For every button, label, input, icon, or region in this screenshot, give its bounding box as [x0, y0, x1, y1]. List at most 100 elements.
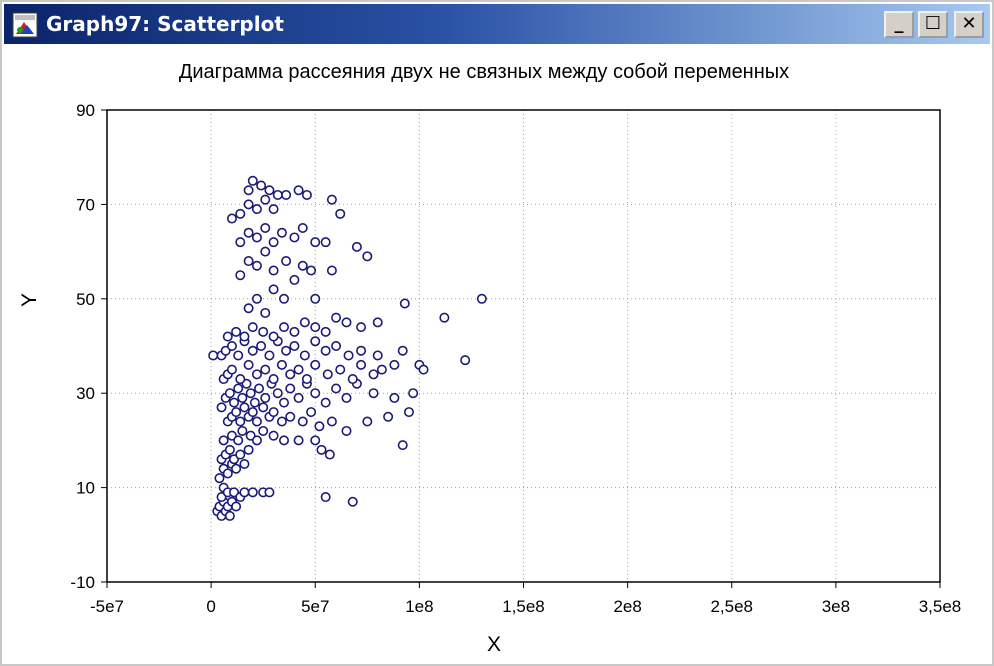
scatter-point	[347, 496, 358, 507]
scatter-point	[233, 350, 244, 361]
scatter-point	[310, 336, 321, 347]
scatter-point	[226, 213, 237, 224]
scatter-point	[326, 416, 337, 427]
scatter-point	[229, 397, 240, 408]
scatter-point	[243, 227, 254, 238]
title-bar[interactable]: Graph97: Scatterplot _ ☐ ✕	[4, 4, 990, 44]
scatter-point	[268, 374, 279, 385]
maximize-button[interactable]: ☐	[918, 11, 948, 38]
scatter-point	[320, 397, 331, 408]
scatter-point	[226, 364, 237, 375]
scatter-point	[293, 392, 304, 403]
scatter-point	[260, 194, 271, 205]
scatter-point	[418, 364, 429, 375]
scatter-point	[251, 416, 262, 427]
scatter-point	[249, 397, 260, 408]
chart-title: Диаграмма рассеяния двух не связных межд…	[179, 61, 789, 83]
scatter-point	[276, 359, 287, 370]
x-tick-label: 2e8	[613, 597, 641, 616]
scatter-point	[362, 251, 373, 262]
scatter-point	[231, 407, 242, 418]
scatter-point	[245, 388, 256, 399]
scatter-point	[341, 317, 352, 328]
scatter-point	[243, 444, 254, 455]
scatter-point	[281, 345, 292, 356]
y-tick-label: 50	[76, 290, 95, 309]
scatter-point	[233, 383, 244, 394]
x-tick-label: 3,5e8	[919, 597, 962, 616]
y-tick-label: 90	[76, 101, 95, 120]
y-tick-label: 70	[76, 195, 95, 214]
close-button[interactable]: ✕	[954, 11, 984, 38]
scatter-point	[260, 307, 271, 318]
scatter-point	[235, 449, 246, 460]
scatter-point	[326, 194, 337, 205]
scatter-point	[320, 237, 331, 248]
scatter-point	[237, 425, 248, 436]
x-tick-label: 1,5e8	[502, 597, 545, 616]
scatter-point	[368, 369, 379, 380]
scatter-point	[264, 487, 275, 498]
scatter-point	[356, 322, 367, 333]
scatter-point	[279, 397, 290, 408]
y-tick-label: 30	[76, 384, 95, 403]
scatter-point	[256, 180, 267, 191]
scatter-point	[233, 435, 244, 446]
scatter-point	[289, 340, 300, 351]
y-axis-label: Y	[18, 293, 41, 307]
scatter-point	[293, 364, 304, 375]
scatter-point	[268, 331, 279, 342]
scatter-point	[285, 411, 296, 422]
scatter-point	[316, 444, 327, 455]
scatter-point	[247, 322, 258, 333]
scatter-point	[272, 189, 283, 200]
scatter-point	[331, 383, 342, 394]
scatter-point	[408, 388, 419, 399]
scatter-point	[460, 355, 471, 366]
y-tick-label: 10	[76, 479, 95, 498]
scatter-point	[279, 322, 290, 333]
scatter-point	[281, 189, 292, 200]
window-title: Graph97: Scatterplot	[46, 12, 284, 36]
scatter-point	[256, 340, 267, 351]
scatter-point	[476, 293, 487, 304]
scatter-point	[268, 430, 279, 441]
scatter-point	[239, 402, 250, 413]
scatter-point	[260, 392, 271, 403]
scatter-point	[320, 326, 331, 337]
scatter-point	[341, 392, 352, 403]
scatter-point	[258, 425, 269, 436]
scatter-point	[331, 340, 342, 351]
scatter-point	[243, 303, 254, 314]
scatter-point	[372, 317, 383, 328]
scatter-point	[389, 392, 400, 403]
scatter-point	[289, 326, 300, 337]
scatter-point	[239, 487, 250, 498]
scatter-point	[320, 345, 331, 356]
scatter-point	[301, 374, 312, 385]
scatter-point	[239, 331, 250, 342]
scatter-point	[243, 199, 254, 210]
scatter-point	[264, 350, 275, 361]
scatter-point	[343, 350, 354, 361]
scatter-point	[376, 364, 387, 375]
minimize-button[interactable]: _	[884, 11, 914, 38]
scatter-point	[439, 312, 450, 323]
scatter-point	[383, 411, 394, 422]
scatter-point	[235, 374, 246, 385]
scatter-point	[297, 260, 308, 271]
scatter-point	[226, 340, 237, 351]
x-tick-label: 1e8	[405, 597, 433, 616]
scatter-point	[297, 416, 308, 427]
scatter-point	[285, 369, 296, 380]
scatter-point	[247, 407, 258, 418]
scatter-point	[260, 364, 271, 375]
scatter-point	[322, 369, 333, 380]
scatter-point	[301, 189, 312, 200]
scatter-point	[258, 402, 269, 413]
x-tick-label: 0	[206, 597, 215, 616]
scatter-point	[222, 331, 233, 342]
scatter-point	[235, 237, 246, 248]
scatter-point	[243, 185, 254, 196]
scatter-point	[268, 284, 279, 295]
